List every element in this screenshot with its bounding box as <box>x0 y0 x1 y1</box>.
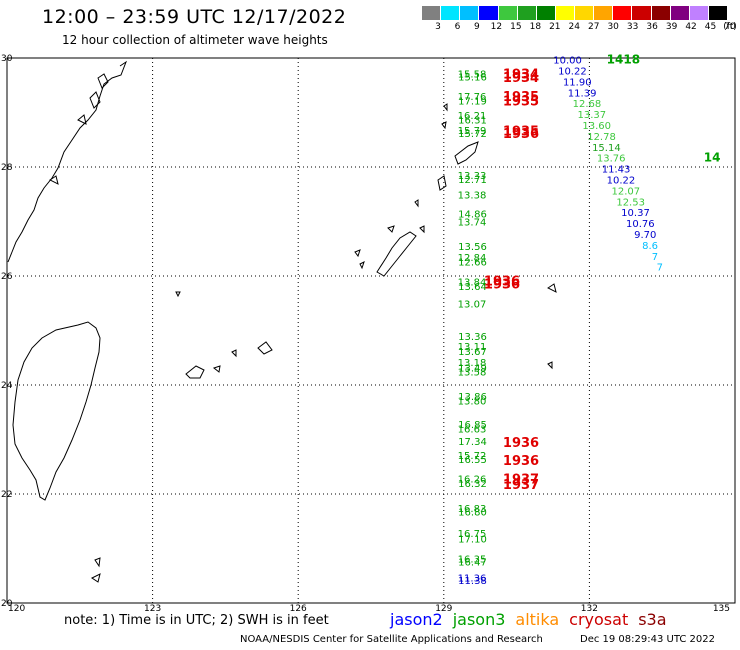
map-grid <box>7 58 735 603</box>
cryosat-track: 1934193419351935193519361936193619361936… <box>484 67 539 493</box>
jason2-time-label: 1418 <box>607 53 640 67</box>
cryosat-time-label: 1936 <box>503 127 539 142</box>
latitude-label: 26 <box>1 272 13 282</box>
jason2-swh-label: 13.37 <box>578 110 607 121</box>
jason3-swh-label: 17.34 <box>458 437 487 448</box>
generated-timestamp: Dec 19 08:29:43 UTC 2022 <box>580 634 715 645</box>
jason2-swh-label: 11.39 <box>568 88 597 99</box>
legend-item-cryosat: cryosat <box>569 610 628 629</box>
legend-item-jason3: jason3 <box>453 610 506 629</box>
cryosat-time-label: 1937 <box>503 478 539 493</box>
amami-island <box>455 142 478 164</box>
jason3-track: 15.5815.1617.7617.1916.2116.3115.7915.72… <box>458 69 487 587</box>
latitude-label: 20 <box>1 599 13 609</box>
china-coastline <box>8 62 126 262</box>
cryosat-time-label: 1936 <box>503 436 539 451</box>
jason2-swh-label: 8.6 <box>642 241 658 252</box>
jason3-swh-label: 15.72 <box>458 129 487 140</box>
jason2-time-label: 14 <box>704 151 721 165</box>
jason3-swh-label: 13.56 <box>458 242 487 253</box>
jason2-swh-label: 10.37 <box>621 208 650 219</box>
jason2-swh-label: 13.60 <box>582 121 611 132</box>
jason2-swh-label: 7 <box>652 252 658 263</box>
okinawa-island <box>377 232 416 276</box>
jason2-swh-label: 11.90 <box>563 77 592 88</box>
cryosat-time-label: 1936 <box>503 454 539 469</box>
legend-item-jason2: jason2 <box>390 610 443 629</box>
jason2-swh-label: 11.43 <box>602 165 631 176</box>
footer-note: note: 1) Time is in UTC; 2) SWH is in fe… <box>64 613 329 628</box>
jason3-swh-label: 15.16 <box>458 73 487 84</box>
cryosat-time-label: 1936 <box>484 278 520 293</box>
jason3-swh-label: 16.80 <box>458 507 487 518</box>
jason2-swh-label: 10.22 <box>607 176 636 187</box>
jason3-swh-label: 16.32 <box>458 479 487 490</box>
jason2-track: 10.0010.2211.9011.3912.6813.3713.6012.78… <box>553 53 720 274</box>
jason2-swh-label: 10.22 <box>558 67 587 78</box>
jason3-swh-label: 16.47 <box>458 558 487 569</box>
jason3-swh-label: 12.66 <box>458 257 487 268</box>
jason3-swh-label: 11.38 <box>458 576 487 587</box>
latitude-label: 24 <box>1 381 13 391</box>
jason3-swh-label: 13.67 <box>458 347 487 358</box>
jason3-swh-label: 13.80 <box>458 396 487 407</box>
jason3-swh-label: 13.74 <box>458 218 487 229</box>
jason2-swh-label: 12.78 <box>587 132 616 143</box>
jason3-swh-label: 13.64 <box>458 282 487 293</box>
latitude-label: 30 <box>1 54 13 64</box>
latitude-label: 22 <box>1 490 12 500</box>
jason2-swh-label: 9.70 <box>634 230 656 241</box>
taiwan-coastline <box>13 322 100 500</box>
jason2-swh-label: 10.00 <box>553 56 582 67</box>
cryosat-time-label: 1934 <box>503 71 539 86</box>
jason2-swh-label: 10.76 <box>626 219 655 230</box>
jason2-swh-label: 12.68 <box>573 99 602 110</box>
altimeter-map: 120 123 126 129 132 135302826242220 15.5815.1… <box>0 0 740 650</box>
jason2-swh-label: 13.76 <box>597 154 626 165</box>
legend-item-s3a: s3a <box>638 610 666 629</box>
jason3-swh-label: 12.71 <box>458 175 487 186</box>
jason3-swh-label: 13.07 <box>458 299 487 310</box>
legend-item-altika: altika <box>515 610 559 629</box>
jason3-swh-label: 13.58 <box>458 367 487 378</box>
map-frame <box>7 58 735 603</box>
jason3-swh-label: 17.10 <box>458 535 487 546</box>
jason3-swh-label: 17.19 <box>458 97 487 108</box>
satellite-legend: jason2 jason3 altika cryosat s3a <box>390 610 677 629</box>
jason2-swh-label: 12.53 <box>616 197 645 208</box>
longitude-label: 135 <box>713 604 730 614</box>
jason2-swh-label: 12.07 <box>611 186 640 197</box>
jason3-swh-label: 16.63 <box>458 425 487 436</box>
ishigaki-island <box>186 366 204 378</box>
miyako-island <box>258 342 272 354</box>
jason2-swh-label: 15.14 <box>592 143 621 154</box>
cryosat-time-label: 1935 <box>503 95 539 110</box>
jason3-swh-label: 13.38 <box>458 190 487 201</box>
jason3-swh-label: 16.55 <box>458 455 487 466</box>
jason3-swh-label: 16.31 <box>458 116 487 127</box>
latitude-label: 28 <box>1 163 13 173</box>
axis-labels: 120 123 126 129 132 135 30 28 26 24 22 20 <box>1 54 730 614</box>
jason2-swh-label: 7 <box>657 263 663 274</box>
credit-line: NOAA/NESDIS Center for Satellite Applica… <box>240 634 543 645</box>
